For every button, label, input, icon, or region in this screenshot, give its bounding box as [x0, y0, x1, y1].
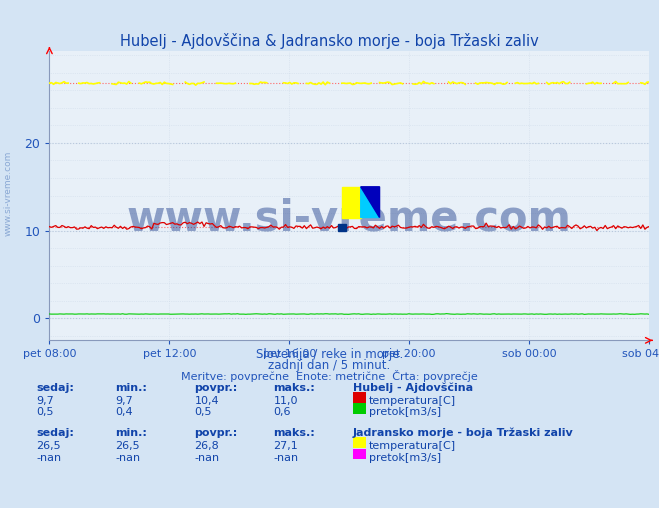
Text: 27,1: 27,1 [273, 441, 299, 452]
Text: -nan: -nan [273, 453, 299, 463]
Text: 9,7: 9,7 [115, 396, 133, 406]
Text: min.:: min.: [115, 428, 147, 438]
Text: Hubelj - Ajdovščina & Jadransko morje - boja Tržaski zaliv: Hubelj - Ajdovščina & Jadransko morje - … [120, 33, 539, 49]
Text: sedaj:: sedaj: [36, 383, 74, 393]
Text: maks.:: maks.: [273, 383, 315, 393]
Text: 10,4: 10,4 [194, 396, 219, 406]
Text: www.si-vreme.com: www.si-vreme.com [127, 198, 572, 240]
Text: 0,5: 0,5 [36, 407, 54, 418]
Text: temperatura[C]: temperatura[C] [369, 441, 456, 452]
Text: sedaj:: sedaj: [36, 428, 74, 438]
Text: pretok[m3/s]: pretok[m3/s] [369, 453, 441, 463]
Polygon shape [360, 187, 380, 217]
Text: 26,5: 26,5 [36, 441, 61, 452]
Text: Jadransko morje - boja Tržaski zaliv: Jadransko morje - boja Tržaski zaliv [353, 428, 573, 438]
Text: min.:: min.: [115, 383, 147, 393]
Bar [342, 187, 360, 217]
Text: temperatura[C]: temperatura[C] [369, 396, 456, 406]
Bar [338, 224, 346, 231]
Text: -nan: -nan [36, 453, 61, 463]
Text: 11,0: 11,0 [273, 396, 298, 406]
Text: 26,8: 26,8 [194, 441, 219, 452]
Text: zadnji dan / 5 minut.: zadnji dan / 5 minut. [268, 359, 391, 372]
Text: Meritve: povprečne  Enote: metrične  Črta: povprečje: Meritve: povprečne Enote: metrične Črta:… [181, 370, 478, 383]
Text: povpr.:: povpr.: [194, 428, 238, 438]
Text: maks.:: maks.: [273, 428, 315, 438]
Text: -nan: -nan [115, 453, 140, 463]
Text: povpr.:: povpr.: [194, 383, 238, 393]
Text: Slovenija / reke in morje.: Slovenija / reke in morje. [256, 348, 403, 361]
Text: Hubelj - Ajdovščina: Hubelj - Ajdovščina [353, 383, 473, 393]
Text: 0,6: 0,6 [273, 407, 291, 418]
Polygon shape [360, 187, 380, 217]
Text: -nan: -nan [194, 453, 219, 463]
Text: pretok[m3/s]: pretok[m3/s] [369, 407, 441, 418]
Text: 0,5: 0,5 [194, 407, 212, 418]
Text: www.si-vreme.com: www.si-vreme.com [3, 150, 13, 236]
Text: 26,5: 26,5 [115, 441, 140, 452]
Text: 9,7: 9,7 [36, 396, 54, 406]
Text: 0,4: 0,4 [115, 407, 133, 418]
